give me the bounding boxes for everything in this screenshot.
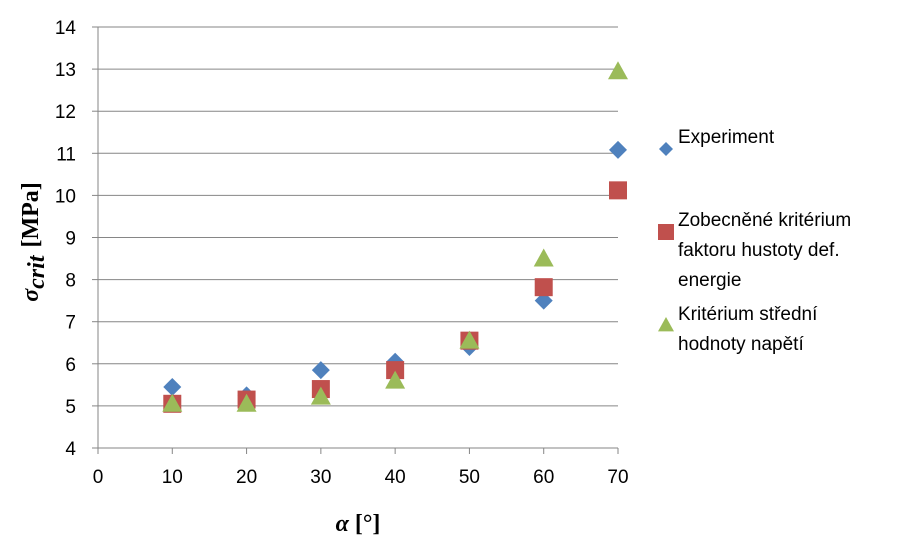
- legend-marker-triangle: [658, 317, 674, 332]
- point-triangle-60: [533, 248, 554, 267]
- point-triangle-30: [310, 386, 331, 405]
- point-diamond-70: [609, 140, 627, 159]
- y-tick-label: 11: [56, 144, 76, 165]
- y-tick-label: 4: [65, 439, 76, 460]
- y-tick-label: 12: [55, 102, 76, 123]
- y-tick-label: 13: [55, 60, 76, 81]
- point-triangle-70: [608, 61, 628, 80]
- legend-label: hodnoty napětí: [678, 334, 804, 355]
- point-triangle-20: [236, 393, 257, 412]
- legend-label: Zobecněné kritérium: [678, 210, 851, 231]
- legend-label: Kritérium střední: [678, 304, 818, 325]
- x-tick-label: 50: [459, 467, 480, 488]
- x-tick-label: 0: [93, 467, 104, 488]
- point-triangle-50: [459, 330, 480, 349]
- y-axis-title: σcrit [MPa]: [18, 182, 50, 302]
- data-points: [162, 61, 628, 413]
- y-tick-label: 5: [65, 397, 76, 418]
- y-axis-symbol: σ: [18, 288, 44, 302]
- gridlines: [98, 26, 618, 449]
- point-diamond-10: [163, 377, 182, 396]
- x-axis-title: α [°]: [336, 511, 381, 537]
- x-tick-label: 60: [533, 467, 554, 488]
- legend-label: faktoru hustoty def.: [678, 240, 840, 261]
- legend: Experiment Zobecněné kritérium faktoru hus…: [658, 127, 851, 355]
- point-diamond-30: [311, 361, 330, 380]
- y-axis-unit: [MPa]: [18, 182, 44, 247]
- x-tick-label: 30: [310, 467, 331, 488]
- legend-marker-diamond: [659, 142, 673, 156]
- x-tick-labels: 0 10 20 30 40 50 60 70: [93, 467, 629, 488]
- x-tick-label: 70: [607, 467, 628, 488]
- point-triangle-40: [385, 370, 406, 389]
- x-tick-label: 40: [385, 467, 406, 488]
- point-square-60: [534, 278, 553, 297]
- point-triangle-10: [162, 393, 183, 412]
- y-tick-label: 8: [65, 271, 76, 292]
- x-tick-label: 20: [236, 467, 257, 488]
- legend-label: Experiment: [678, 127, 775, 148]
- y-tick-label: 7: [65, 313, 76, 334]
- y-tick-label: 9: [65, 229, 76, 250]
- y-tick-labels: 4 5 6 7 8 9 10 11 12 13 14: [55, 18, 77, 460]
- x-axis-symbol: α: [336, 511, 350, 537]
- y-tick-label: 14: [55, 18, 77, 39]
- y-tick-label: 6: [65, 355, 76, 376]
- y-axis-subscript: crit: [24, 254, 50, 289]
- legend-marker-square: [658, 224, 674, 240]
- x-axis-unit: [°]: [355, 511, 381, 537]
- x-tick-label: 10: [162, 467, 183, 488]
- y-tick-label: 10: [55, 186, 76, 207]
- point-square-40: [386, 361, 405, 380]
- legend-label: energie: [678, 270, 741, 291]
- axes: [92, 26, 619, 454]
- point-square-70: [609, 181, 627, 200]
